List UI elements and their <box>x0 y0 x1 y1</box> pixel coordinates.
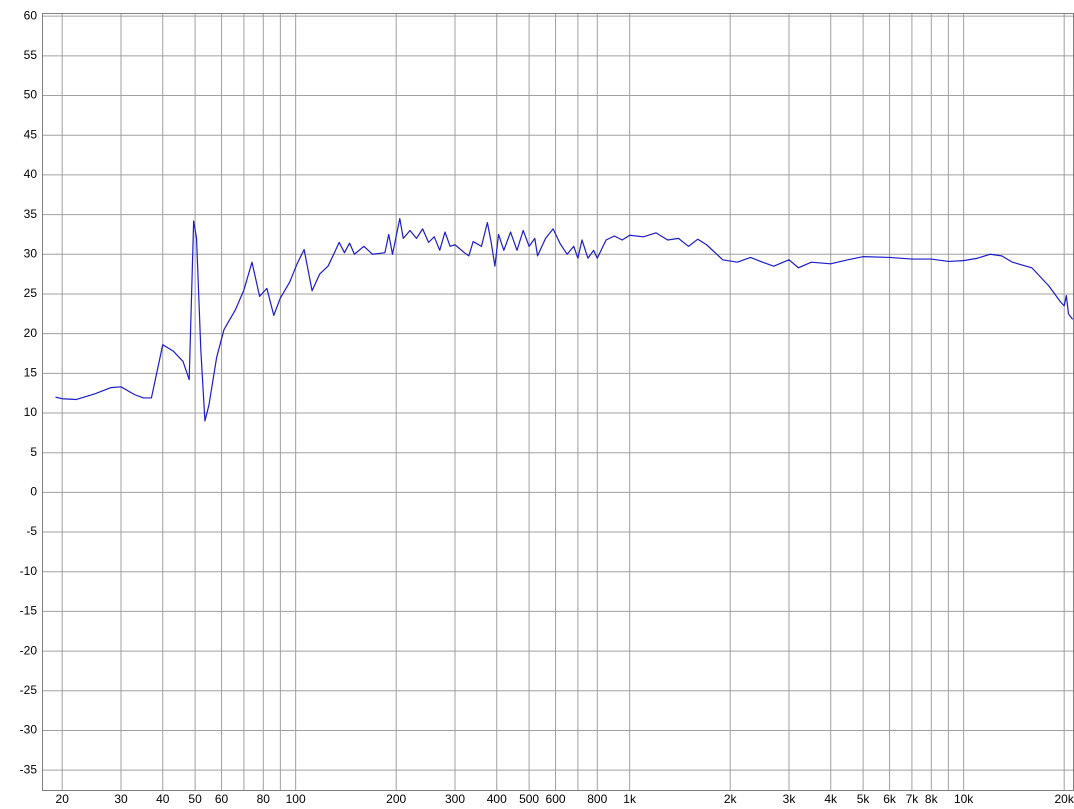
x-tick-label: 20k <box>1055 792 1074 806</box>
x-tick-label: 8k <box>925 792 939 806</box>
x-tick-label: 600 <box>546 792 566 806</box>
x-tick-label: 20 <box>56 792 70 806</box>
y-tick-label: -25 <box>20 683 38 697</box>
x-tick-label: 100 <box>286 792 306 806</box>
x-tick-label: 4k <box>824 792 838 806</box>
x-tick-label: 500 <box>519 792 539 806</box>
x-tick-label: 80 <box>257 792 271 806</box>
y-tick-label: 30 <box>24 246 38 260</box>
y-tick-label: -35 <box>20 762 38 776</box>
y-tick-label: 15 <box>24 365 38 379</box>
y-tick-label: 25 <box>24 286 38 300</box>
x-tick-label: 200 <box>386 792 406 806</box>
x-tick-label: 50 <box>188 792 202 806</box>
x-tick-label: 800 <box>587 792 607 806</box>
x-tick-label: 40 <box>156 792 170 806</box>
y-tick-label: -15 <box>20 604 38 618</box>
x-tick-label: 60 <box>215 792 229 806</box>
y-tick-label: 35 <box>24 207 38 221</box>
y-tick-label: 50 <box>24 88 38 102</box>
x-tick-label: 3k <box>783 792 797 806</box>
y-tick-label: -30 <box>20 723 38 737</box>
response-line <box>55 217 1074 422</box>
x-tick-label: 2k <box>724 792 738 806</box>
x-tick-label: 7k <box>906 792 920 806</box>
y-tick-label: 60 <box>24 8 38 22</box>
x-tick-label: 6k <box>883 792 897 806</box>
x-tick-label: 5k <box>857 792 871 806</box>
x-tick-label: 1k <box>623 792 637 806</box>
y-tick-label: 40 <box>24 167 38 181</box>
x-tick-label: 30 <box>114 792 128 806</box>
x-tick-label: 300 <box>445 792 465 806</box>
y-tick-label: 0 <box>30 485 37 499</box>
x-tick-label: 10k <box>954 792 974 806</box>
x-tick-label: 400 <box>487 792 507 806</box>
y-tick-label: 10 <box>24 405 38 419</box>
y-tick-label: 55 <box>24 48 38 62</box>
y-tick-label: -20 <box>20 643 38 657</box>
y-tick-label: -10 <box>20 564 38 578</box>
y-tick-label: -5 <box>26 524 37 538</box>
y-tick-label: 45 <box>24 127 38 141</box>
y-tick-label: 5 <box>30 445 37 459</box>
y-tick-label: 20 <box>24 326 38 340</box>
